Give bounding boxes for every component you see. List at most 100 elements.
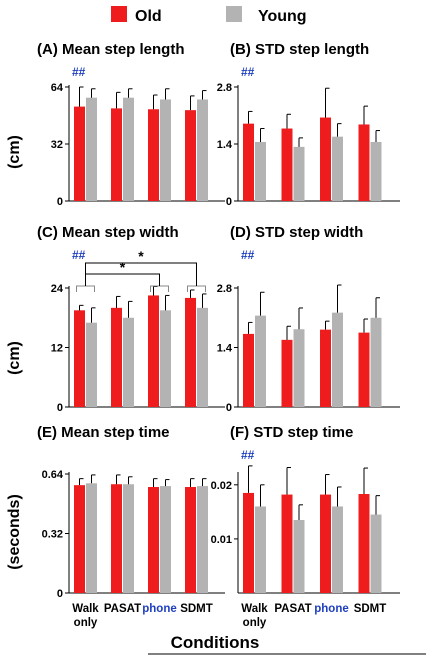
bar-young bbox=[255, 506, 266, 593]
category-label: phone bbox=[314, 603, 349, 615]
panel-title: (C) Mean step width bbox=[37, 224, 179, 241]
y-tick-label: 0 bbox=[226, 402, 232, 414]
bar-young bbox=[86, 322, 97, 407]
significance-annotation: ## bbox=[241, 248, 255, 262]
bar-old bbox=[281, 494, 293, 593]
category-label: PASAT bbox=[104, 603, 141, 615]
bar-young bbox=[370, 514, 382, 593]
bar-old bbox=[358, 494, 370, 593]
legend-swatch-old bbox=[111, 6, 127, 22]
bar-young bbox=[160, 310, 171, 407]
legend-label-old: Old bbox=[135, 8, 162, 25]
bar-old bbox=[243, 492, 254, 593]
bar-old bbox=[243, 123, 254, 201]
bar-young bbox=[197, 307, 208, 407]
significance-annotation: ## bbox=[241, 65, 255, 79]
legend-label-young: Young bbox=[258, 8, 307, 25]
bar-young bbox=[293, 519, 305, 593]
bar-young bbox=[86, 97, 97, 201]
panels: (A) Mean step length ## 0 32 64 (B) STD step … bbox=[37, 41, 400, 629]
y-tick-label: 0 bbox=[57, 196, 63, 208]
y-tick-label: 12 bbox=[51, 343, 63, 355]
bar-old bbox=[185, 487, 196, 593]
significance-bracket bbox=[85, 262, 197, 286]
y-tick-label: 0.01 bbox=[211, 534, 232, 546]
y-tick-label: 1.4 bbox=[217, 139, 233, 151]
bar-old bbox=[111, 108, 122, 201]
bar-old bbox=[111, 307, 122, 407]
bar-old bbox=[148, 487, 159, 593]
y-tick-label: 0 bbox=[226, 196, 232, 208]
significance-annotation: ## bbox=[72, 248, 86, 262]
category-label: SDMT bbox=[180, 603, 213, 615]
bar-old bbox=[74, 485, 85, 593]
bar-young bbox=[293, 329, 305, 407]
bar-old bbox=[74, 106, 85, 201]
panel-title: (D) STD step width bbox=[230, 224, 363, 241]
panel-c: (C) Mean step width ## 0 12 24 * * bbox=[37, 224, 225, 414]
significance-star: * bbox=[138, 248, 144, 264]
bar-old bbox=[185, 297, 196, 407]
bar-young bbox=[197, 99, 208, 201]
panel-a: (A) Mean step length ## 0 32 64 bbox=[37, 41, 225, 208]
panel-title: (A) Mean step length bbox=[37, 41, 185, 58]
bar-old bbox=[148, 109, 159, 201]
row-ylabel-3: (seconds) bbox=[6, 494, 23, 570]
y-tick-label: 0.64 bbox=[42, 469, 64, 481]
bar-old bbox=[281, 339, 293, 407]
bar-old bbox=[243, 333, 254, 407]
panel-title: (F) STD step time bbox=[230, 424, 353, 441]
bar-young bbox=[255, 315, 266, 407]
significance-bracket bbox=[85, 273, 160, 286]
panel-f: (F) STD step time ## 0.01 0.02 Walk only PASAT… bbox=[211, 424, 400, 629]
y-tick-label: 24 bbox=[51, 283, 64, 295]
category-label: Walk bbox=[72, 603, 99, 615]
bar-young bbox=[370, 141, 382, 201]
panel-title: (E) Mean step time bbox=[37, 424, 170, 441]
bar-old bbox=[185, 110, 196, 201]
y-tick-label: 2.8 bbox=[217, 283, 232, 295]
y-tick-label: 0.02 bbox=[211, 480, 232, 492]
y-tick-label: 64 bbox=[51, 82, 64, 94]
bar-young bbox=[370, 317, 382, 407]
y-tick-label: 0 bbox=[57, 402, 63, 414]
group-bracket bbox=[76, 285, 95, 292]
panel-d: (D) STD step width ## 0 1.4 2.8 bbox=[217, 224, 400, 414]
bar-young bbox=[160, 486, 171, 593]
category-label: Walk bbox=[241, 603, 268, 615]
significance-annotation: ## bbox=[72, 65, 86, 79]
category-label: PASAT bbox=[274, 603, 311, 615]
bar-young bbox=[197, 486, 208, 593]
panel-b: (B) STD step length ## 0 1.4 2.8 bbox=[217, 41, 400, 208]
bar-young bbox=[293, 146, 305, 201]
bar-old bbox=[148, 295, 159, 407]
bar-young bbox=[332, 506, 343, 593]
panel-title: (B) STD step length bbox=[230, 41, 369, 58]
y-tick-label: 2.8 bbox=[217, 82, 232, 94]
bar-old bbox=[320, 329, 331, 407]
bar-old bbox=[358, 332, 370, 407]
bar-young bbox=[123, 317, 134, 407]
significance-annotation: ## bbox=[241, 448, 255, 462]
bar-young bbox=[86, 483, 97, 593]
category-label: phone bbox=[142, 603, 177, 615]
bar-young bbox=[332, 312, 343, 407]
bar-young bbox=[123, 484, 134, 593]
category-label: only bbox=[243, 617, 267, 629]
legend: Old Young bbox=[111, 6, 307, 25]
bar-old bbox=[358, 124, 370, 201]
row-ylabel-1: (cm) bbox=[6, 135, 23, 169]
y-tick-label: 1.4 bbox=[217, 343, 233, 355]
bar-old bbox=[281, 128, 293, 201]
significance-star: * bbox=[120, 259, 126, 275]
x-axis-title: Conditions bbox=[171, 633, 260, 652]
bar-young bbox=[160, 99, 171, 201]
bar-young bbox=[123, 97, 134, 201]
bar-young bbox=[255, 141, 266, 201]
row-ylabel-2: (cm) bbox=[6, 341, 23, 375]
bar-young bbox=[332, 136, 343, 201]
category-label: SDMT bbox=[354, 603, 387, 615]
bar-old bbox=[320, 494, 331, 593]
bar-old bbox=[320, 117, 331, 201]
